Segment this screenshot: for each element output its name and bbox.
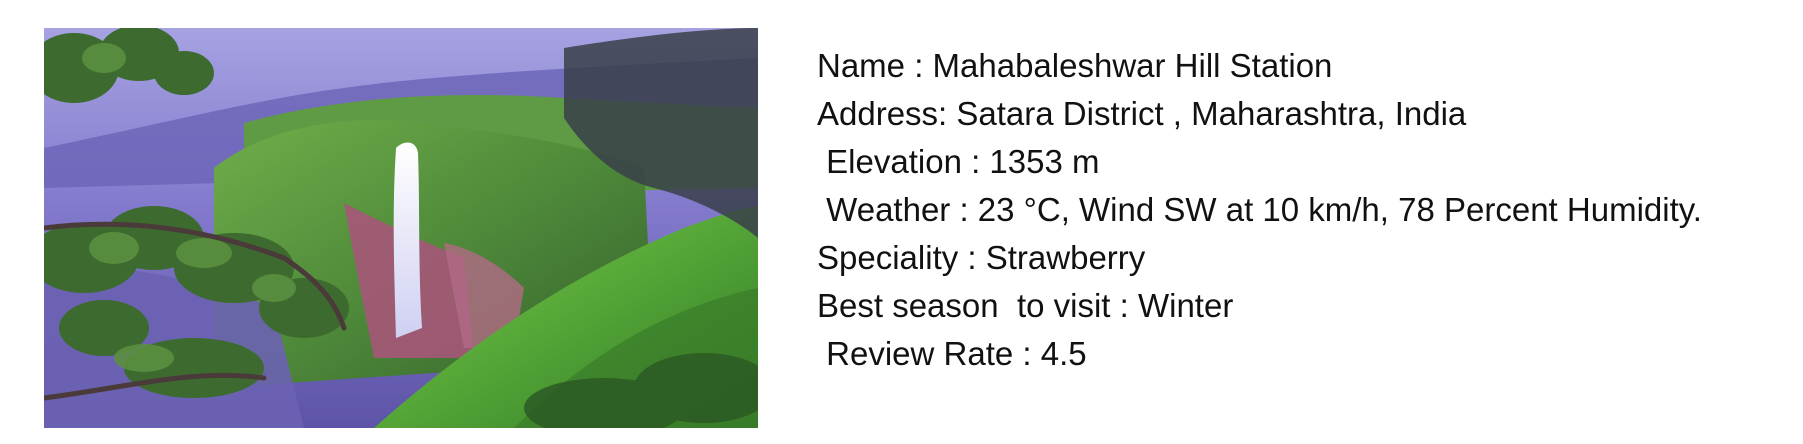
elevation-line: Elevation : 1353 m [817, 143, 1100, 180]
review-rate-line: Review Rate : 4.5 [817, 335, 1087, 372]
best-season-line: Best season to visit : Winter [817, 287, 1234, 324]
name-line: Name : Mahabaleshwar Hill Station [817, 47, 1333, 84]
right-tree [564, 28, 758, 238]
red-rock-2 [444, 243, 524, 348]
weather-line: Weather : 23 °C, Wind SW at 10 km/h, 78 … [817, 191, 1702, 228]
waterfall-photo [44, 28, 758, 428]
waterfall [393, 142, 422, 338]
branches [44, 221, 347, 401]
speciality-line: Speciality : Strawberry [817, 239, 1146, 276]
left-foliage-light [82, 43, 296, 372]
waterfall-illustration [44, 28, 758, 428]
bottom-bushes [524, 353, 758, 428]
location-info: Name : Mahabaleshwar Hill Station Addres… [817, 42, 1797, 378]
address-line: Address: Satara District , Maharashtra, … [817, 95, 1467, 132]
